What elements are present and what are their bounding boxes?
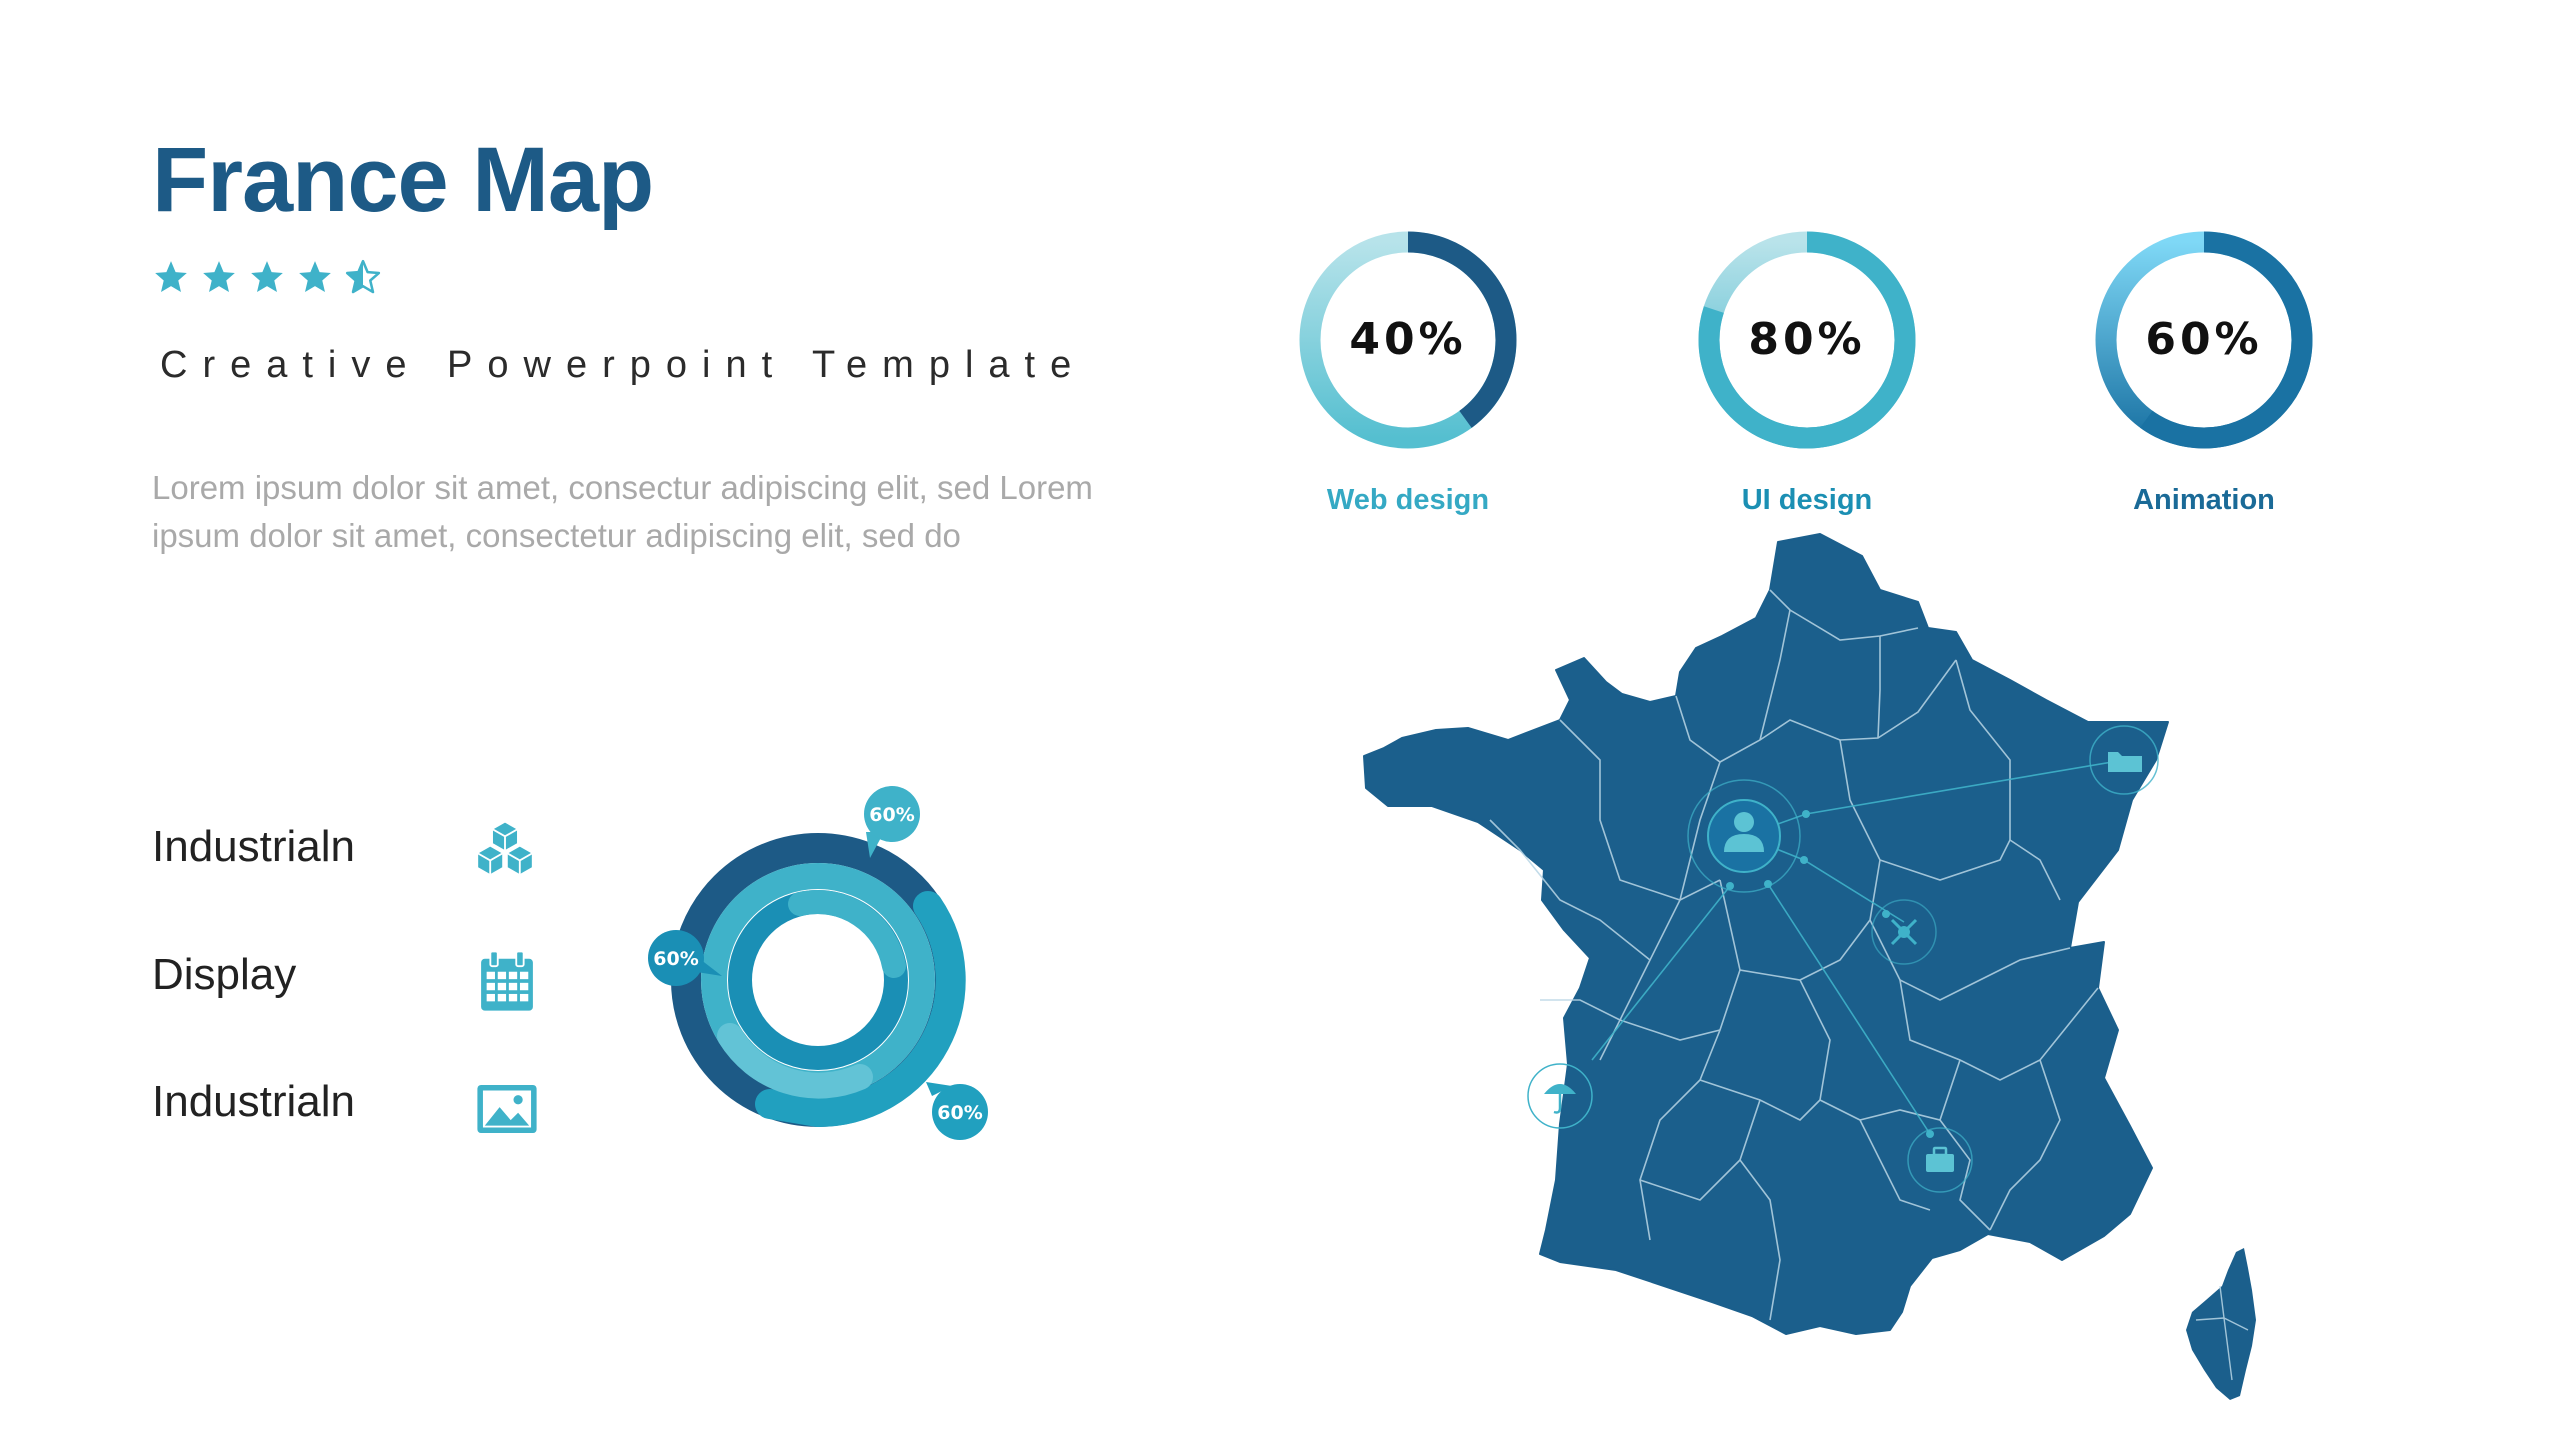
user-icon <box>1687 779 1801 893</box>
progress-ring-ui-design <box>1698 231 1916 449</box>
legend-label: Display <box>152 950 297 999</box>
progress-arc <box>2095 231 2313 449</box>
image-icon <box>477 1084 537 1134</box>
progress-ring-animation <box>2095 231 2313 449</box>
donut-diagram: 60% 60% 60% <box>648 786 988 1140</box>
molecule-icon <box>1871 899 1937 965</box>
calendar-icon <box>481 950 533 1011</box>
star-icon <box>203 261 235 293</box>
star-icon <box>155 261 187 293</box>
mainland-france-shape <box>1363 533 2169 1335</box>
ring-caption: UI design <box>1741 484 1873 516</box>
donut-outer-segment <box>755 891 966 1128</box>
region-borders <box>1489 589 2099 1321</box>
cubes-icon <box>476 820 534 877</box>
ring-percent: 80% <box>1748 314 1866 365</box>
body-paragraph: Lorem ipsum dolor sit amet, consectur ad… <box>152 469 1093 554</box>
star-icon <box>299 261 331 293</box>
umbrella-icon <box>1527 1063 1593 1129</box>
progress-ring-web-design <box>1299 231 1517 449</box>
percent-bubble: 60% <box>864 786 920 858</box>
percent-bubble: 60% <box>648 930 722 986</box>
percent-bubble: 60% <box>926 1082 988 1140</box>
slide-subtitle: Creative Powerpoint Template <box>160 344 1087 386</box>
bubble-label: 60% <box>937 1102 982 1124</box>
slide-title: France Map <box>152 129 654 231</box>
france-map <box>1363 533 2256 1400</box>
folder-icon <box>2089 725 2159 795</box>
briefcase-icon <box>1907 1127 1973 1193</box>
star-half-icon <box>345 259 381 294</box>
progress-rings <box>1299 231 2313 449</box>
corsica-shape <box>2186 1248 2256 1400</box>
donut-inner-segment <box>788 890 906 978</box>
bubble-label: 60% <box>653 948 698 970</box>
star-rating <box>152 258 382 296</box>
donut-middle-segment <box>717 1023 873 1099</box>
star-icon <box>251 261 283 293</box>
ring-percent: 40% <box>1349 314 1467 365</box>
bubble-label: 60% <box>869 804 914 826</box>
ring-caption: Web design <box>1326 484 1490 516</box>
progress-arc <box>1698 231 1916 449</box>
legend-label: Industrialn <box>152 822 356 871</box>
progress-arc <box>1299 231 1517 449</box>
ring-percent: 60% <box>2145 314 2263 365</box>
ring-caption: Animation <box>2133 484 2275 516</box>
legend-label: Industrialn <box>152 1077 356 1126</box>
